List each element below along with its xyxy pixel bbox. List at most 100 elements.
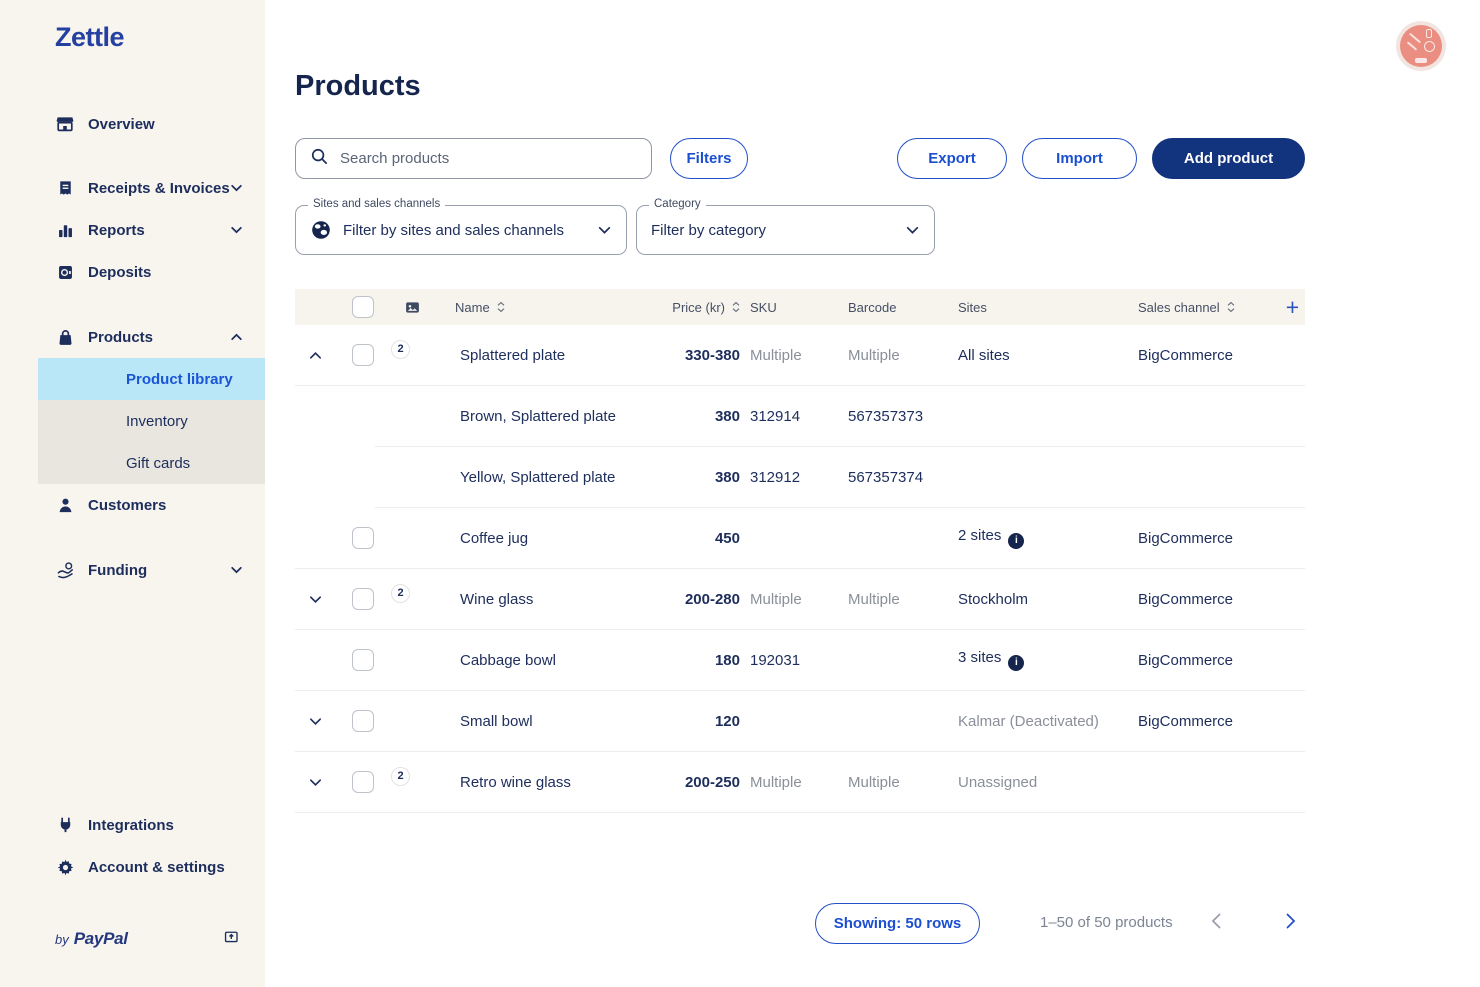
product-sku: 312914 (750, 408, 801, 425)
product-row[interactable]: Cabbage bowl 180 192031 3 sites i BigCommerce (295, 630, 1305, 691)
add-column-button[interactable]: + (1285, 293, 1300, 320)
chevron-down-icon (230, 182, 243, 195)
product-row[interactable]: Coffee jug 450 2 sites i BigCommerce (295, 508, 1305, 569)
product-barcode: Multiple (848, 346, 900, 364)
chevron-up-icon (230, 331, 243, 344)
product-price: 380 (714, 469, 740, 486)
sidebar-item-deposits[interactable]: Deposits (0, 251, 265, 293)
column-header-sales-channel[interactable]: Sales channel (1130, 300, 1280, 315)
chevron-down-icon (597, 223, 612, 238)
category-filter[interactable]: Category Filter by category (636, 198, 935, 255)
column-header-name[interactable]: Name (455, 300, 640, 315)
product-row[interactable]: Small bowl 120 Kalmar (Deactivated) BigComm… (295, 691, 1305, 752)
next-page-button[interactable] (1276, 908, 1304, 936)
sidebar-item-customers[interactable]: Customers (0, 484, 265, 526)
product-row[interactable]: 2 Splattered plate 330-380 Multiple Multiple… (295, 325, 1305, 386)
sidebar-item-receipts-invoices[interactable]: Receipts & Invoices (0, 167, 265, 209)
filters-button[interactable]: Filters (670, 138, 748, 179)
sidebar-label-reports: Reports (88, 221, 145, 239)
receipt-icon (55, 178, 75, 198)
product-row[interactable]: 2 Retro wine glass 200-250 Multiple Multiple… (295, 752, 1305, 813)
sidebar-item-product-library[interactable]: Product library (38, 358, 265, 400)
row-checkbox[interactable] (351, 588, 374, 610)
product-sites: All sites (958, 346, 1010, 364)
category-filter-value: Filter by category (651, 221, 767, 239)
column-header-price[interactable]: Price (kr) (640, 300, 742, 315)
sidebar-label-deposits: Deposits (88, 263, 152, 281)
image-column-icon (390, 299, 455, 316)
row-expander-up[interactable] (295, 348, 335, 363)
sidebar-item-integrations[interactable]: Integrations (0, 804, 265, 846)
export-button[interactable]: Export (897, 138, 1007, 179)
table-header-row: Name Price (kr) SKU Barcode Sites Sales … (295, 289, 1305, 325)
column-header-sku: SKU (750, 299, 777, 315)
zettle-logo[interactable]: Zettle (55, 22, 125, 52)
import-button[interactable]: Import (1022, 138, 1137, 179)
sort-icon (497, 301, 505, 313)
product-name: Cabbage bowl (460, 651, 556, 669)
add-product-button[interactable]: Add product (1152, 138, 1305, 179)
shopping-bag-icon (55, 327, 75, 347)
chevron-down-icon (230, 224, 243, 237)
by-paypal: by PayPal (55, 928, 240, 950)
sites-filter-value: Filter by sites and sales channels (343, 221, 564, 239)
sidebar-item-overview[interactable]: Overview (0, 103, 265, 145)
sidebar-item-gift-cards[interactable]: Gift cards (38, 442, 265, 484)
product-sku: 192031 (750, 651, 801, 669)
row-expander-down[interactable] (295, 592, 335, 607)
avatar-illustration (1400, 25, 1442, 67)
sidebar: Zettle Overview Receipts & Invoices Repo… (0, 0, 265, 987)
product-name: Yellow, Splattered plate (460, 469, 616, 486)
search-box[interactable] (295, 138, 652, 179)
select-all-checkbox[interactable] (351, 296, 374, 318)
info-icon[interactable]: i (1008, 532, 1025, 549)
sidebar-label-account-settings: Account & settings (88, 858, 225, 876)
hand-coin-icon (55, 560, 75, 580)
product-barcode: Multiple (848, 773, 900, 791)
sidebar-label-inventory: Inventory (126, 412, 188, 430)
row-checkbox[interactable] (351, 344, 374, 366)
variant-count-badge: 2 (391, 339, 410, 359)
product-sites: Stockholm (958, 590, 1029, 608)
row-expander-down[interactable] (295, 775, 335, 790)
globe-icon (310, 219, 332, 241)
sort-icon (1227, 301, 1235, 313)
chevron-down-icon (905, 223, 920, 238)
product-row[interactable]: 2 Wine glass 200-280 Multiple Multiple Stockh… (295, 569, 1305, 630)
search-icon (310, 147, 329, 171)
variant-count-badge: 2 (391, 766, 410, 786)
sidebar-item-reports[interactable]: Reports (0, 209, 265, 251)
product-name: Wine glass (460, 590, 534, 608)
row-checkbox[interactable] (351, 771, 374, 793)
row-checkbox[interactable] (351, 710, 374, 732)
row-checkbox[interactable] (351, 649, 374, 671)
row-checkbox[interactable] (351, 527, 374, 549)
showing-rows-button[interactable]: Showing: 50 rows (815, 903, 980, 944)
product-price: 180 (714, 651, 740, 669)
previous-page-button[interactable] (1203, 908, 1231, 936)
product-name: Splattered plate (460, 346, 566, 364)
variant-row[interactable]: Yellow, Splattered plate 380 312912 5673573… (295, 447, 1305, 508)
account-avatar[interactable] (1396, 21, 1446, 71)
sites-channels-filter[interactable]: Sites and sales channels Filter by sites… (295, 198, 627, 255)
product-sales-channel: BigCommerce (1138, 346, 1234, 364)
product-name: Retro wine glass (460, 773, 571, 791)
sidebar-item-products[interactable]: Products (0, 316, 265, 358)
safe-icon (55, 262, 75, 282)
row-expander-down[interactable] (295, 714, 335, 729)
sidebar-label-gift-cards: Gift cards (126, 454, 191, 472)
product-price: 200-250 (684, 773, 740, 791)
storefront-icon (55, 114, 75, 134)
variant-count-badge: 2 (391, 583, 410, 603)
variant-row[interactable]: Brown, Splattered plate 380 312914 56735737… (295, 386, 1305, 447)
table-body: 2 Splattered plate 330-380 Multiple Multiple… (295, 325, 1305, 813)
sidebar-item-account-settings[interactable]: Account & settings (0, 846, 265, 888)
info-icon[interactable]: i (1008, 654, 1025, 671)
plug-icon (55, 815, 75, 835)
sidebar-item-funding[interactable]: Funding (0, 549, 265, 591)
product-sites: 3 sites i (950, 649, 1130, 671)
sidebar-item-inventory[interactable]: Inventory (38, 400, 265, 442)
product-sales-channel: BigCommerce (1138, 590, 1234, 608)
external-link-icon[interactable] (223, 928, 240, 950)
search-input[interactable] (340, 150, 639, 167)
